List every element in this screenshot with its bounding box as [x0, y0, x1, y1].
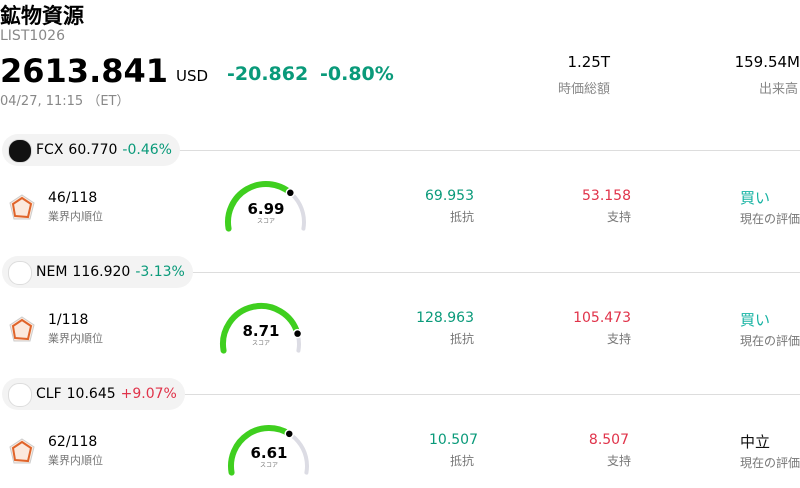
gauge-dot	[285, 188, 296, 198]
rank-label: 業界内順位	[48, 454, 103, 467]
rank-label: 業界内順位	[48, 332, 103, 345]
stock-price: 116.920	[72, 264, 131, 280]
stock-pill[interactable]: FCX 60.770 -0.46%	[2, 134, 180, 166]
rank: 46/118	[48, 190, 98, 206]
stock-change: -3.13%	[135, 264, 185, 280]
title: 鉱物資源	[0, 4, 84, 28]
rating-label: 現在の評価	[740, 334, 800, 348]
support: 8.507	[588, 432, 629, 448]
time: 04/27, 11:15 （ET）	[0, 94, 130, 109]
stock-pill[interactable]: NEM 116.920 -3.13%	[2, 256, 193, 288]
rank-icon-shape	[11, 196, 33, 219]
score-label: スコア	[260, 462, 278, 469]
resistance-label: 抵抗	[449, 454, 474, 468]
stat-value: 159.54M	[734, 53, 800, 71]
rating: 買い	[740, 311, 771, 329]
stat-label: 時価総額	[557, 82, 610, 97]
stock-pill[interactable]: CLF 10.645 +9.07%	[2, 378, 185, 410]
rating-label: 現在の評価	[740, 456, 800, 470]
rank-icon	[9, 438, 35, 464]
support-label: 支持	[606, 210, 631, 224]
support: 105.473	[573, 310, 631, 326]
rank-icon	[9, 194, 35, 220]
rank-icon-shape	[11, 440, 33, 463]
score-label: スコア	[252, 340, 270, 347]
rating-label: 現在の評価	[740, 212, 800, 226]
separator	[170, 394, 800, 395]
resistance-label: 抵抗	[449, 210, 474, 224]
separator	[170, 272, 800, 273]
gauge-track	[229, 426, 309, 475]
stock-symbol: NEM	[36, 264, 68, 280]
separator	[170, 150, 800, 151]
score: 6.99	[247, 200, 284, 218]
gauge-fill	[225, 181, 294, 232]
stat-value: 1.25T	[567, 53, 610, 71]
change: -20.862	[227, 63, 309, 85]
gauge-dot	[292, 328, 303, 339]
support-label: 支持	[606, 454, 631, 468]
gauge-dot	[284, 429, 294, 439]
rank-icon	[9, 316, 35, 342]
gauge-track	[226, 182, 306, 231]
resistance: 10.507	[429, 432, 478, 448]
score-label: スコア	[257, 218, 275, 225]
rank: 1/118	[48, 312, 89, 328]
rank: 62/118	[48, 434, 98, 450]
stock-logo	[8, 383, 32, 407]
currency: USD	[176, 67, 209, 85]
score: 8.71	[242, 322, 279, 340]
stock-symbol: CLF	[36, 386, 62, 402]
stock-logo	[8, 261, 32, 285]
stat-label: 出来高	[758, 82, 798, 97]
change-pct: -0.80%	[320, 63, 394, 85]
stock-price: 10.645	[66, 386, 116, 402]
stock-price: 60.770	[68, 142, 118, 158]
support: 53.158	[582, 188, 631, 204]
resistance: 69.953	[425, 188, 474, 204]
gauge-fill	[220, 303, 301, 354]
support-label: 支持	[606, 332, 631, 346]
stock-change: -0.46%	[122, 142, 172, 158]
rating: 買い	[740, 189, 771, 207]
resistance: 128.963	[416, 310, 474, 326]
price: 2613.841	[0, 52, 169, 90]
resistance-label: 抵抗	[449, 332, 474, 346]
gauge-track	[221, 304, 301, 353]
score: 6.61	[250, 444, 287, 462]
stock-symbol: FCX	[36, 142, 64, 158]
rank-icon-shape	[11, 318, 33, 341]
code: LIST1026	[0, 28, 65, 44]
stock-logo	[8, 139, 32, 163]
stock-change: +9.07%	[120, 386, 177, 402]
rank-label: 業界内順位	[48, 210, 103, 223]
gauge-fill	[228, 425, 293, 476]
rating: 中立	[740, 433, 771, 451]
